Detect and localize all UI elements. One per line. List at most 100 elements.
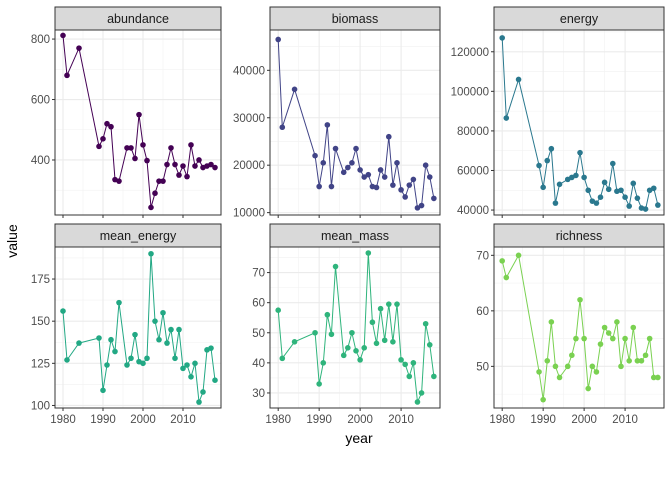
- data-point: [618, 363, 624, 370]
- data-point: [349, 160, 355, 166]
- data-point: [597, 341, 604, 347]
- data-point: [373, 184, 380, 191]
- y-tick-label: 80000: [457, 126, 489, 138]
- data-point: [646, 335, 653, 342]
- data-point: [642, 206, 649, 212]
- data-point: [365, 171, 372, 178]
- data-point: [418, 202, 425, 209]
- data-point: [573, 172, 579, 179]
- y-tick-label: 60: [252, 298, 265, 310]
- data-point: [332, 145, 339, 152]
- y-tick-label: 150: [31, 316, 50, 328]
- data-point: [128, 355, 134, 362]
- data-point: [622, 335, 628, 342]
- data-point: [180, 163, 186, 169]
- data-point: [357, 357, 363, 363]
- data-point: [609, 335, 616, 342]
- x-tick-label: 1980: [50, 414, 76, 426]
- data-point: [160, 309, 166, 316]
- data-point: [324, 311, 331, 318]
- data-point: [589, 363, 596, 370]
- y-tick-label: 70: [252, 268, 265, 280]
- x-tick-label: 2000: [571, 414, 597, 426]
- data-point: [398, 357, 404, 363]
- facet-strip-label: energy: [560, 12, 599, 26]
- data-point: [345, 345, 351, 351]
- data-point: [316, 381, 322, 387]
- data-point: [381, 174, 388, 180]
- data-point: [196, 399, 202, 405]
- data-point: [353, 145, 359, 152]
- data-point: [328, 331, 335, 338]
- y-tick-label: 100: [31, 400, 50, 412]
- data-point: [402, 361, 408, 368]
- data-point: [564, 363, 571, 370]
- data-point: [548, 319, 555, 325]
- x-axis-title: year: [345, 430, 373, 446]
- y-tick-label: 400: [31, 155, 50, 167]
- x-tick-label: 2000: [130, 414, 156, 426]
- data-point: [152, 318, 158, 324]
- data-point: [390, 182, 396, 188]
- data-point: [164, 161, 170, 168]
- data-point: [64, 357, 70, 363]
- data-point: [144, 157, 150, 164]
- data-point: [540, 184, 546, 191]
- data-point: [279, 355, 286, 362]
- y-tick-label: 60: [476, 306, 489, 318]
- y-tick-label: 125: [31, 358, 50, 370]
- data-point: [340, 352, 347, 359]
- data-point: [581, 174, 587, 181]
- data-point: [192, 163, 198, 169]
- data-point: [597, 194, 604, 200]
- data-point: [634, 358, 641, 364]
- data-point: [548, 145, 555, 152]
- data-point: [431, 195, 437, 202]
- data-point: [414, 205, 421, 211]
- data-point: [192, 360, 198, 367]
- data-point: [116, 299, 122, 306]
- data-point: [556, 181, 563, 188]
- data-point: [431, 373, 437, 380]
- panel-border: [54, 246, 222, 409]
- series-line: [501, 253, 658, 400]
- y-tick-label: 100000: [451, 86, 489, 98]
- data-point: [200, 389, 206, 395]
- data-point: [402, 194, 408, 200]
- data-point: [176, 172, 182, 178]
- data-point: [614, 319, 620, 325]
- x-tick-label: 1990: [530, 414, 556, 426]
- data-point: [377, 305, 384, 312]
- data-point: [536, 369, 542, 375]
- data-point: [291, 338, 298, 345]
- facet-strip-label: richness: [556, 229, 603, 243]
- data-point: [180, 365, 186, 372]
- data-point: [601, 324, 608, 331]
- gridlines: [494, 30, 664, 215]
- x-tick-label: 1990: [306, 414, 332, 426]
- data-point: [385, 133, 392, 140]
- data-point: [176, 326, 182, 333]
- data-point: [184, 362, 190, 368]
- data-point: [650, 374, 657, 381]
- data-point: [593, 200, 600, 206]
- panel-border: [493, 246, 665, 409]
- data-point: [291, 86, 298, 93]
- data-point: [212, 377, 218, 383]
- data-point: [569, 352, 575, 359]
- y-tick-label: 40000: [233, 65, 265, 77]
- data-point: [275, 36, 281, 43]
- data-point: [622, 194, 628, 200]
- data-point: [577, 149, 583, 156]
- data-point: [414, 399, 421, 405]
- y-tick-label: 600: [31, 95, 50, 107]
- data-point: [156, 336, 162, 343]
- data-point: [100, 387, 106, 394]
- gridlines: [270, 30, 440, 215]
- data-point: [381, 337, 388, 344]
- facet-strip-label: mean_energy: [100, 229, 177, 243]
- data-point: [188, 374, 194, 380]
- x-tick-label: 1980: [489, 414, 515, 426]
- data-point: [76, 45, 82, 51]
- data-point: [312, 329, 318, 336]
